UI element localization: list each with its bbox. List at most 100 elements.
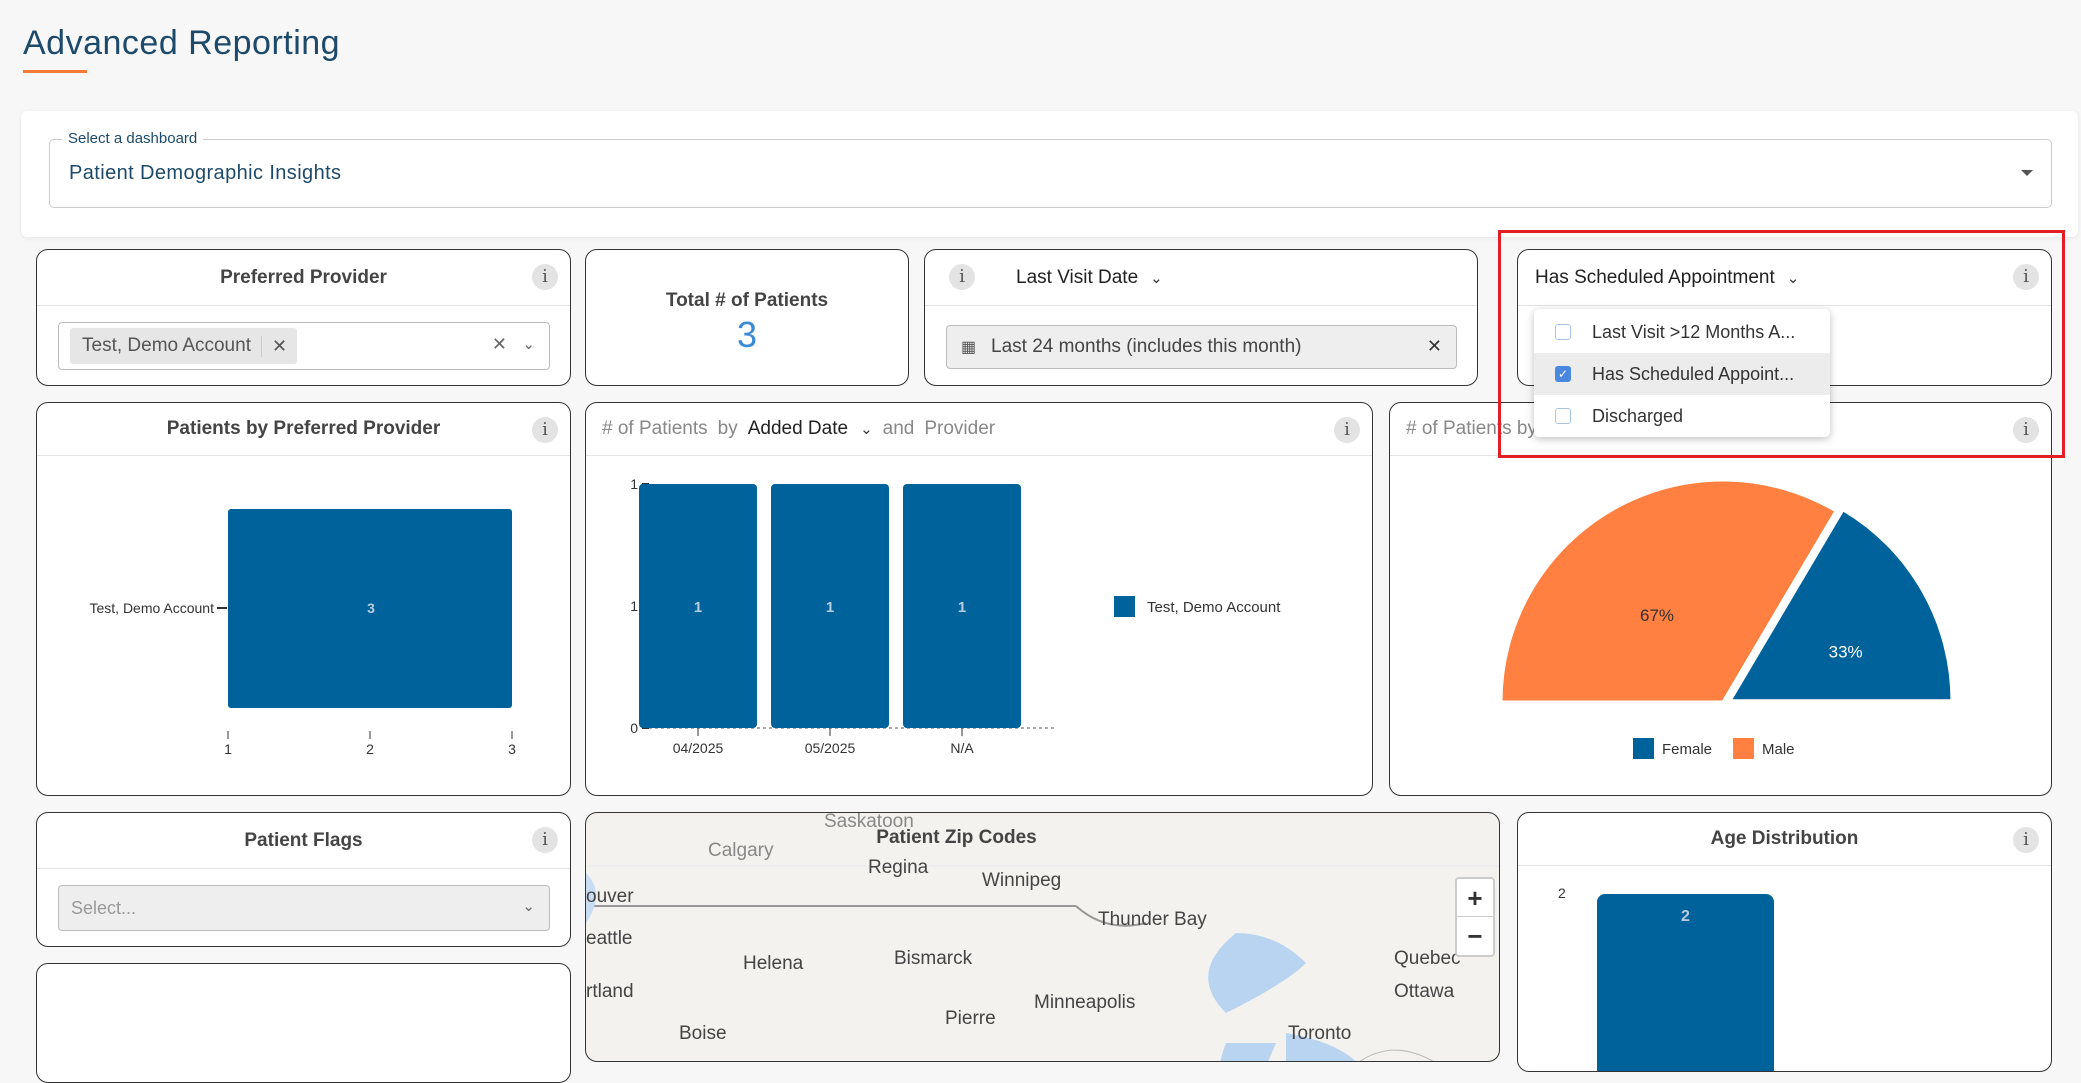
preferred-provider-filter: Preferred Provider i Test, Demo Account ✕…: [36, 249, 571, 386]
menu-item-label: Discharged: [1592, 405, 1684, 426]
x-tick-label: 05/2025: [805, 740, 856, 756]
patient-flags-select[interactable]: Select... ⌄: [58, 885, 550, 931]
bar-value-label: 2: [1681, 908, 1690, 925]
x-tick-label: 04/2025: [673, 740, 724, 756]
x-tick-label: 3: [508, 741, 516, 757]
date-range-field[interactable]: ▦ Last 24 months (includes this month) ✕: [946, 325, 1457, 369]
checkbox-unchecked-icon[interactable]: [1555, 408, 1571, 424]
legend-swatch: [1733, 738, 1754, 759]
info-icon[interactable]: i: [1334, 417, 1360, 443]
highlight-box: [1498, 230, 2065, 458]
city-label: rtland: [586, 981, 634, 1002]
selected-chip: Test, Demo Account ✕: [70, 328, 298, 364]
card-title: Patient Flags: [37, 813, 570, 869]
total-patients-label: Total # of Patients: [665, 290, 829, 311]
city-label: Minneapolis: [1034, 992, 1136, 1013]
legend-label: Test, Demo Account: [1147, 599, 1281, 616]
card-title: Last Visit Date: [1016, 266, 1139, 288]
page-title: Advanced Reporting: [23, 24, 341, 62]
date-range-value: Last 24 months (includes this month): [991, 336, 1302, 357]
title-part: Provider: [924, 418, 996, 439]
pie-slice-male: [1499, 478, 1838, 704]
clear-icon[interactable]: ✕: [1426, 336, 1442, 356]
city-label: Thunder Bay: [1098, 909, 1207, 930]
city-label: ouver: [586, 886, 634, 907]
legend-swatch: [1114, 596, 1135, 617]
pie-slice-female: [1728, 508, 1954, 703]
title-underline: [23, 70, 87, 73]
info-icon[interactable]: i: [2013, 264, 2039, 290]
clear-icon[interactable]: ✕: [491, 334, 507, 354]
patient-flags-filter: Patient Flags i Select... ⌄: [36, 812, 571, 947]
dashboard-select-label: Select a dashboard: [62, 130, 204, 147]
empty-card: [36, 963, 571, 1083]
card-title: Preferred Provider: [37, 250, 570, 306]
chip-label: Test, Demo Account: [82, 335, 251, 356]
bar: [639, 484, 757, 728]
y-tick-label: Test, Demo Account: [89, 600, 214, 616]
select-placeholder: Select...: [71, 898, 137, 918]
dashboard-select-value: Patient Demographic Insights: [69, 162, 342, 184]
bar-value-label: 1: [958, 599, 966, 616]
info-icon[interactable]: i: [532, 827, 558, 853]
card-title: Patients by Preferred Provider: [37, 403, 570, 456]
chip-remove-icon[interactable]: ✕: [260, 335, 297, 357]
age-distribution-card: Age Distribution i 2 2: [1517, 812, 2052, 1072]
horizontal-bar-chart: 3 Test, Demo Account 1 2 3: [89, 509, 516, 757]
city-label: Winnipeg: [982, 870, 1062, 891]
title-part: # of Patients: [602, 418, 708, 439]
patients-by-provider-card: Patients by Preferred Provider i 3 Test, …: [36, 402, 571, 796]
provider-multiselect[interactable]: Test, Demo Account ✕ ✕ ⌄: [58, 322, 550, 370]
card-title: Age Distribution: [1518, 813, 2051, 866]
calendar-icon: ▦: [961, 339, 977, 356]
chevron-down-icon: ⌄: [860, 421, 873, 438]
group-by-value: Added Date: [747, 418, 849, 439]
dashboard-select[interactable]: Select a dashboard Patient Demographic I…: [49, 130, 2052, 208]
caret-down-icon: [2021, 170, 2033, 176]
x-tick-label: 2: [366, 741, 374, 757]
chevron-down-icon[interactable]: ⌄: [522, 336, 535, 353]
city-label: Regina: [868, 857, 929, 878]
age-bar[interactable]: 2: [1597, 894, 1774, 1071]
chevron-down-icon: ⌄: [1786, 269, 1800, 287]
info-icon[interactable]: i: [2013, 417, 2039, 443]
card-title: Has Scheduled Appointment: [1535, 266, 1775, 288]
bar: [228, 509, 512, 708]
menu-item-last-visit[interactable]: Last Visit >12 Months A...: [1534, 311, 1830, 353]
zoom-out-button[interactable]: −: [1467, 921, 1483, 951]
city-label: eattle: [586, 928, 633, 949]
city-label: Saskatoon: [824, 812, 914, 832]
legend-swatch: [1633, 738, 1654, 759]
menu-item-has-scheduled[interactable]: ✓ Has Scheduled Appoint...: [1534, 353, 1830, 395]
checkbox-checked-icon[interactable]: ✓: [1555, 366, 1571, 382]
city-label: Calgary: [708, 840, 774, 861]
dashboard-selector-card: Select a dashboard Patient Demographic I…: [21, 111, 2078, 237]
city-label: Ottawa: [1394, 981, 1455, 1002]
scheduled-appointment-menu: Last Visit >12 Months A... ✓ Has Schedule…: [1534, 309, 1830, 437]
title-part: by: [717, 418, 738, 439]
scheduled-header[interactable]: Has Scheduled Appointment ⌄: [1518, 250, 2051, 306]
total-patients-value: 3: [736, 314, 758, 355]
y-tick-label: 1: [630, 476, 638, 492]
menu-item-discharged[interactable]: Discharged: [1534, 395, 1830, 437]
info-icon[interactable]: i: [949, 264, 975, 290]
legend-label: Female: [1662, 741, 1712, 758]
info-icon[interactable]: i: [532, 417, 558, 443]
legend-label: Male: [1762, 741, 1795, 758]
city-label: Bismarck: [894, 948, 973, 969]
chevron-down-icon: ⌄: [522, 898, 535, 915]
vertical-bar-chart: 1 1 0 1 04/2025 1 05/2025 1 N/A Test, Demo Accoun…: [630, 476, 1281, 756]
menu-item-label: Last Visit >12 Months A...: [1592, 321, 1796, 342]
zoom-in-button[interactable]: +: [1457, 879, 1493, 917]
info-icon[interactable]: i: [532, 264, 558, 290]
y-tick-label: 1: [630, 598, 638, 614]
patient-zip-map[interactable]: Patient Zip Codes Saskatoon Calgary Regi…: [585, 812, 1500, 1062]
info-icon[interactable]: i: [2013, 827, 2039, 853]
checkbox-unchecked-icon[interactable]: [1555, 324, 1571, 340]
last-visit-header[interactable]: Last Visit Date ⌄: [925, 250, 1477, 306]
bar: [771, 484, 889, 728]
bar: [903, 484, 1021, 728]
group-by-dropdown[interactable]: Added Date ⌄: [748, 418, 873, 440]
pie-slice-label: 67%: [1640, 606, 1674, 625]
x-tick-label: 1: [224, 741, 232, 757]
